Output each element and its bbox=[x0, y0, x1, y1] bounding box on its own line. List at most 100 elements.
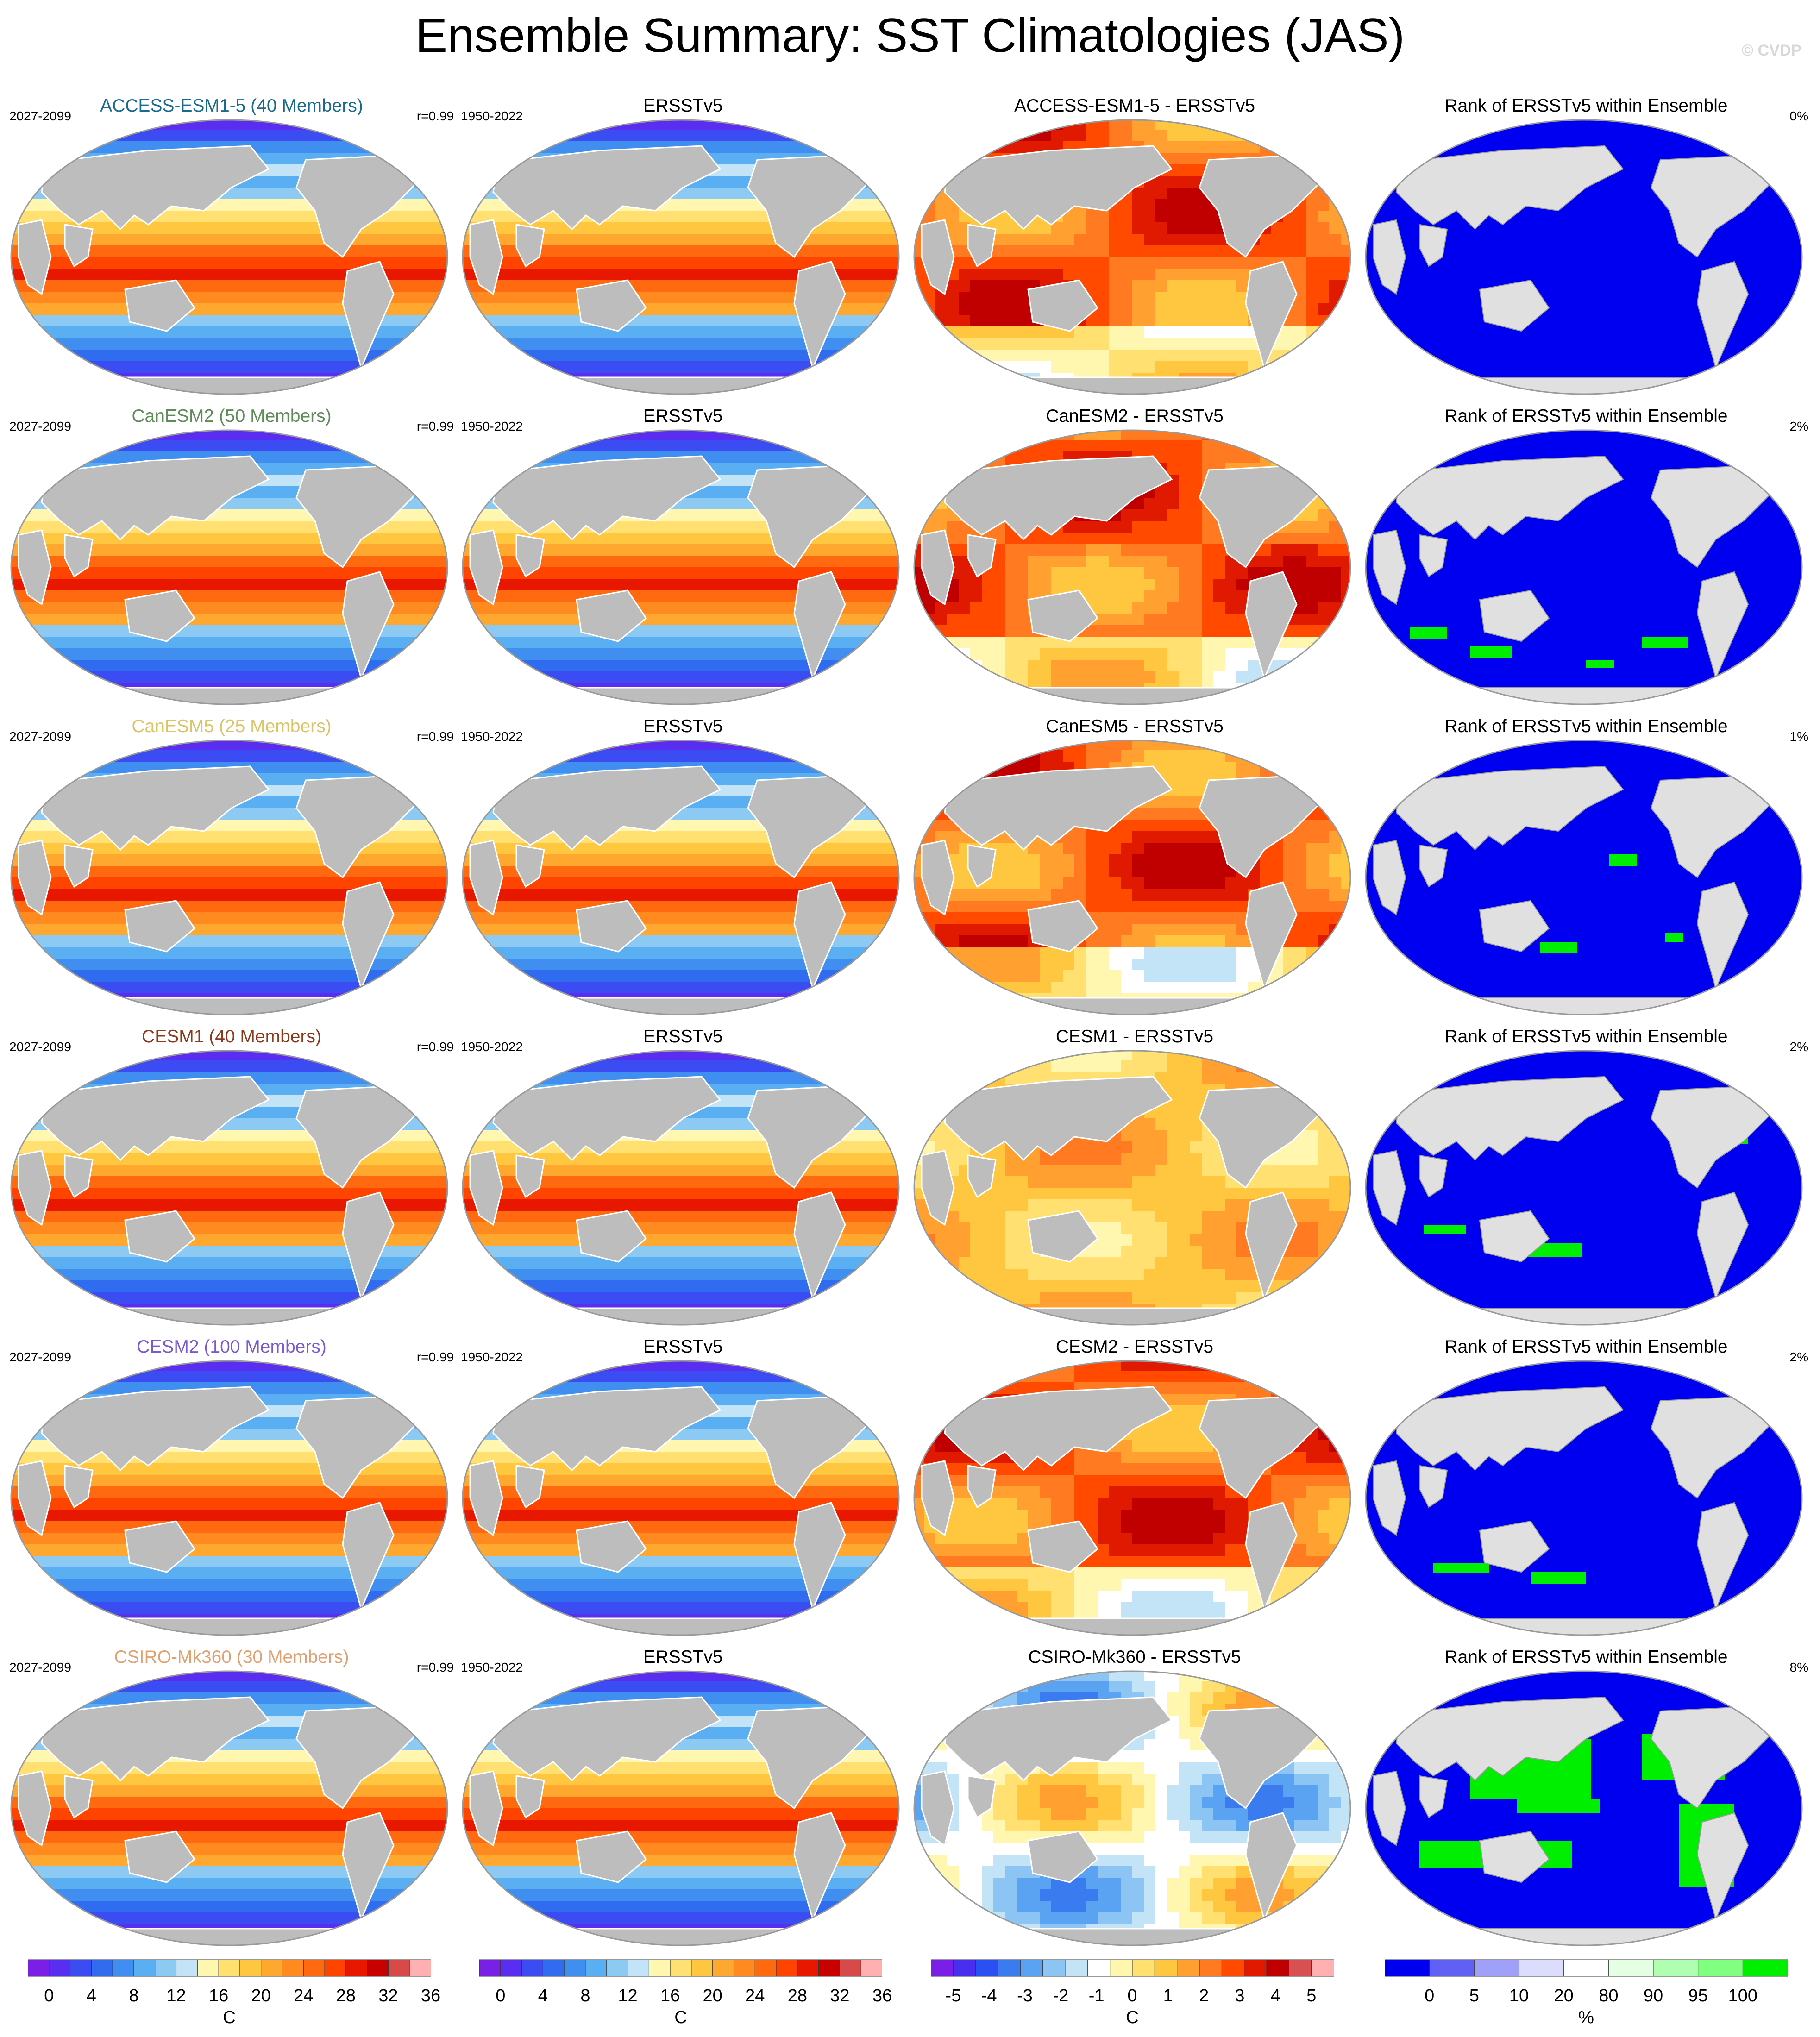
colorbar-swatch bbox=[409, 1959, 431, 1977]
colorbar-swatch bbox=[27, 1959, 50, 1977]
difference-panel: CESM1 - ERSSTv5 bbox=[912, 1026, 1357, 1331]
colorbar-tick-label: 24 bbox=[294, 1986, 314, 2006]
difference-title: CESM2 - ERSSTv5 bbox=[1055, 1337, 1214, 1357]
pattern-correlation: r=0.99 bbox=[416, 109, 454, 123]
difference-panel: CanESM5 - ERSSTv5 bbox=[912, 715, 1357, 1021]
colorbar-tick-label: 1 bbox=[1163, 1986, 1173, 2006]
model-years: 2027-2099 bbox=[9, 1350, 71, 1364]
colorbar-tick-label: 36 bbox=[872, 1986, 892, 2006]
colorbar-swatch bbox=[712, 1959, 734, 1977]
colorbar-swatch bbox=[521, 1959, 544, 1977]
rank-title: Rank of ERSSTv5 within Ensemble bbox=[1444, 96, 1728, 116]
colorbar-swatches bbox=[27, 1959, 431, 1977]
model-title: CSIRO-Mk360 (30 Members) bbox=[114, 1647, 349, 1667]
rank-map-5 bbox=[1365, 1670, 1803, 1946]
rank-title: Rank of ERSSTv5 within Ensemble bbox=[1444, 1647, 1728, 1667]
colorbar-swatch bbox=[648, 1959, 671, 1977]
obs-map-0 bbox=[462, 119, 900, 395]
rank-percent: 2% bbox=[1789, 1040, 1808, 1054]
colorbar-swatch bbox=[1199, 1959, 1223, 1977]
obs-map-1 bbox=[462, 429, 900, 705]
model-panel: ACCESS-ESM1-5 (40 Members) 2027-2099 r=0.9… bbox=[9, 95, 454, 401]
observed-title: ERSSTv5 bbox=[643, 716, 723, 736]
difference-title: CanESM5 - ERSSTv5 bbox=[1046, 716, 1224, 736]
rank-percent: 0% bbox=[1789, 109, 1808, 123]
rank-panel: Rank of ERSSTv5 within Ensemble 8% bbox=[1364, 1646, 1808, 1952]
colorbar-swatch bbox=[176, 1959, 198, 1977]
colorbar-tick-label: 12 bbox=[618, 1986, 638, 2006]
colorbar-tick-label: -4 bbox=[981, 1986, 997, 2006]
observed-title: ERSSTv5 bbox=[643, 96, 723, 116]
colorbar-swatch bbox=[998, 1959, 1021, 1977]
colorbar-swatch bbox=[345, 1959, 368, 1977]
colorbar-swatch bbox=[1042, 1959, 1066, 1977]
colorbar-tick-label: 10 bbox=[1509, 1986, 1529, 2006]
colorbar-swatch bbox=[542, 1959, 565, 1977]
pattern-correlation: r=0.99 bbox=[416, 1660, 454, 1674]
colorbar-tick-label: 4 bbox=[538, 1986, 548, 2006]
diff-map-4 bbox=[913, 1360, 1351, 1636]
colorbar-tick-label: 95 bbox=[1688, 1986, 1708, 2006]
colorbar-swatch bbox=[70, 1959, 92, 1977]
model-title: CESM1 (40 Members) bbox=[142, 1027, 321, 1047]
colorbar-unit: C bbox=[223, 2008, 236, 2027]
colorbar-tick-label: -1 bbox=[1088, 1986, 1105, 2006]
model-years: 2027-2099 bbox=[9, 1660, 71, 1674]
model-map-5 bbox=[10, 1670, 448, 1946]
observed-years: 1950-2022 bbox=[461, 419, 523, 433]
model-panel: CanESM2 (50 Members) 2027-2099 r=0.99 bbox=[9, 405, 454, 711]
colorbar-tick-label: 24 bbox=[745, 1986, 765, 2006]
pattern-correlation: r=0.99 bbox=[416, 1350, 454, 1364]
colorbar-tick-label: 2 bbox=[1199, 1986, 1209, 2006]
colorbar-swatch bbox=[564, 1959, 586, 1977]
colorbar-tick-label: 16 bbox=[208, 1986, 229, 2006]
observed-title: ERSSTv5 bbox=[643, 406, 723, 426]
observed-years: 1950-2022 bbox=[461, 1040, 523, 1054]
rank-percent: 8% bbox=[1789, 1660, 1808, 1674]
difference-title: ACCESS-ESM1-5 - ERSSTv5 bbox=[1014, 96, 1255, 116]
observed-title: ERSSTv5 bbox=[643, 1027, 723, 1047]
difference-panel: CESM2 - ERSSTv5 bbox=[912, 1336, 1357, 1642]
colorbar-swatch bbox=[500, 1959, 522, 1977]
observed-title: ERSSTv5 bbox=[643, 1647, 723, 1667]
observed-years: 1950-2022 bbox=[461, 729, 523, 744]
diff-map-2 bbox=[913, 740, 1351, 1015]
colorbar-tick-label: -3 bbox=[1017, 1986, 1033, 2006]
colorbar-swatch bbox=[606, 1959, 628, 1977]
colorbar-swatch bbox=[261, 1959, 283, 1977]
observed-years: 1950-2022 bbox=[461, 1660, 523, 1674]
model-years: 2027-2099 bbox=[9, 109, 71, 123]
obs-map-3 bbox=[462, 1050, 900, 1326]
colorbar-swatch bbox=[1311, 1959, 1335, 1977]
rank-map-4 bbox=[1365, 1360, 1803, 1636]
model-map-3 bbox=[10, 1050, 448, 1326]
observed-panel: ERSSTv5 1950-2022 bbox=[461, 1336, 905, 1642]
colorbar-swatch bbox=[1020, 1959, 1043, 1977]
colorbar-swatch bbox=[367, 1959, 389, 1977]
observed-panel: ERSSTv5 1950-2022 bbox=[461, 1646, 905, 1952]
colorbar-tick-label: 20 bbox=[251, 1986, 271, 2006]
observed-panel: ERSSTv5 1950-2022 bbox=[461, 1026, 905, 1331]
colorbar-swatch bbox=[860, 1959, 883, 1977]
rank-panel: Rank of ERSSTv5 within Ensemble 2% bbox=[1364, 1336, 1808, 1642]
colorbar-swatch bbox=[1065, 1959, 1088, 1977]
colorbar-tick-label: 28 bbox=[336, 1986, 356, 2006]
colorbar-unit: C bbox=[674, 2008, 687, 2027]
colorbar-swatches bbox=[479, 1959, 883, 1977]
colorbar-swatch bbox=[1608, 1959, 1654, 1977]
rank-panel: Rank of ERSSTv5 within Ensemble 0% bbox=[1364, 95, 1808, 401]
colorbar-swatch bbox=[585, 1959, 607, 1977]
colorbar-tick-label: 0 bbox=[1127, 1986, 1137, 2006]
colorbar-swatch bbox=[1154, 1959, 1178, 1977]
colorbar-tick-label: 80 bbox=[1599, 1986, 1619, 2006]
obs-map-5 bbox=[462, 1670, 900, 1946]
colorbar-tick-label: 3 bbox=[1235, 1986, 1245, 2006]
difference-title: CanESM2 - ERSSTv5 bbox=[1046, 406, 1224, 426]
obs-map-4 bbox=[462, 1360, 900, 1636]
model-panel: CESM2 (100 Members) 2027-2099 r=0.99 bbox=[9, 1336, 454, 1642]
colorbar-swatch bbox=[239, 1959, 262, 1977]
colorbar-swatch bbox=[1474, 1959, 1519, 1977]
colorbar-tick-label: 0 bbox=[496, 1986, 506, 2006]
colorbar-tick-label: 20 bbox=[703, 1986, 722, 2006]
rank-map-2 bbox=[1365, 740, 1803, 1015]
